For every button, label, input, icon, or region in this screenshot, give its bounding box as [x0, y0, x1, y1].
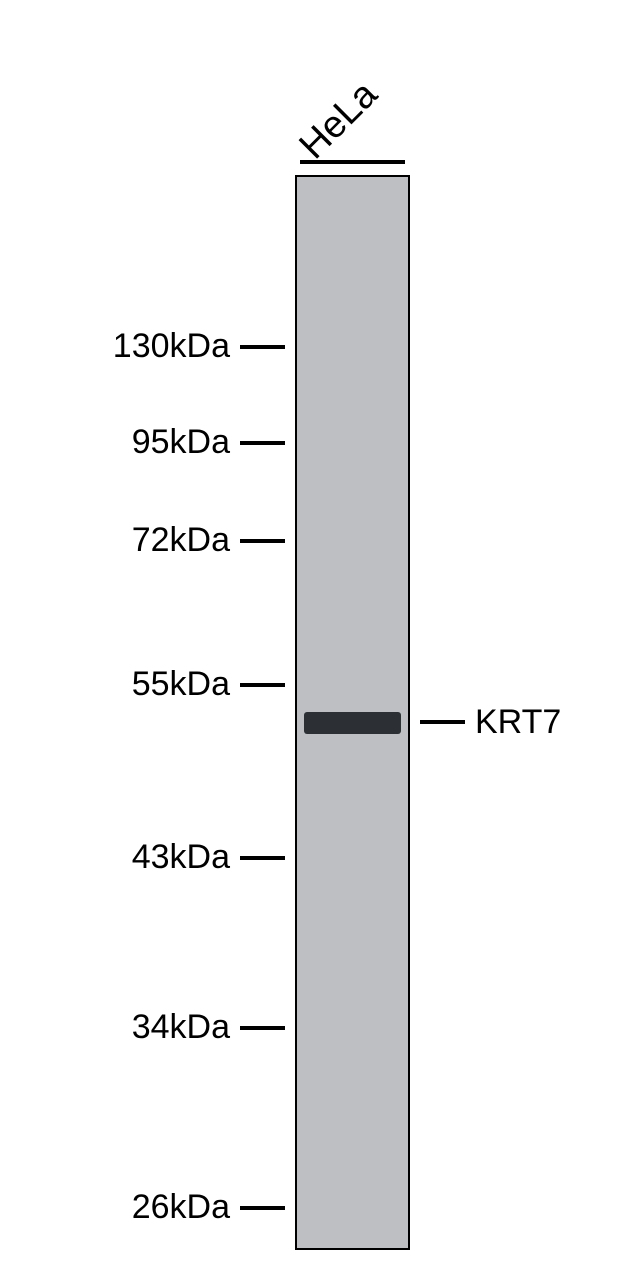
marker-tick [240, 1026, 285, 1030]
marker-tick [240, 345, 285, 349]
marker-tick [240, 539, 285, 543]
blot-lane [295, 175, 410, 1250]
marker-tick [240, 441, 285, 445]
marker-label: 95kDa [132, 423, 230, 462]
marker-tick [240, 1206, 285, 1210]
protein-band [304, 712, 402, 734]
marker-label: 130kDa [113, 327, 230, 366]
target-tick [420, 720, 465, 724]
marker-label: 72kDa [132, 521, 230, 560]
marker-label: 34kDa [132, 1008, 230, 1047]
target-label: KRT7 [475, 703, 561, 742]
marker-tick [240, 683, 285, 687]
blot-figure: HeLa 130kDa 95kDa 72kDa 55kDa 43kDa 34kDa 26kD… [0, 0, 640, 1280]
sample-underline [300, 160, 405, 164]
marker-tick [240, 856, 285, 860]
marker-label: 43kDa [132, 838, 230, 877]
marker-label: 26kDa [132, 1188, 230, 1227]
marker-label: 55kDa [132, 665, 230, 704]
sample-label: HeLa [292, 73, 387, 168]
